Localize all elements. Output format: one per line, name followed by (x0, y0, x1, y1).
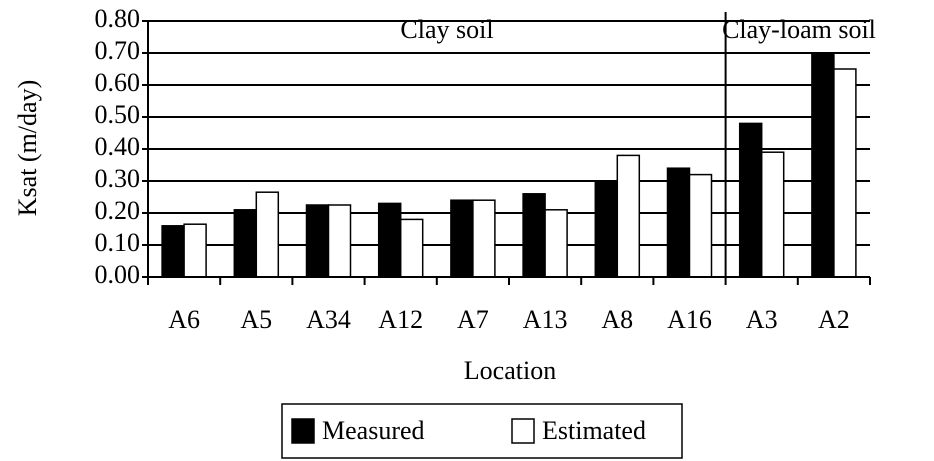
bar (183, 223, 207, 278)
bar (377, 202, 402, 278)
annotation: Clay soil (400, 15, 493, 44)
bar (327, 204, 352, 278)
y-tick-label: 0.00 (95, 260, 141, 289)
x-axis-label: Location (464, 356, 556, 385)
y-tick-label: 0.30 (95, 164, 141, 193)
legend-label: Measured (322, 416, 425, 445)
y-tick-label: 0.80 (95, 4, 141, 33)
bar (666, 167, 691, 278)
legend-swatch (291, 418, 315, 444)
bar (738, 122, 763, 278)
y-tick-label: 0.60 (95, 68, 141, 97)
x-tick-label: A12 (378, 305, 423, 334)
bar (255, 191, 280, 278)
x-tick-label: A34 (306, 305, 351, 334)
y-tick-label: 0.70 (95, 36, 141, 65)
bar (594, 180, 619, 278)
y-tick-label: 0.20 (95, 196, 141, 225)
bar (833, 68, 857, 278)
x-tick-label: A6 (168, 305, 200, 334)
x-tick-label: A3 (746, 305, 778, 334)
annotation: Clay-loam soil (722, 15, 876, 44)
bar (450, 199, 474, 278)
bar (760, 151, 785, 278)
bar (616, 154, 641, 278)
x-tick-label: A8 (601, 305, 633, 334)
bar (472, 199, 496, 278)
legend-label: Estimated (542, 416, 646, 445)
bar (522, 193, 546, 278)
bar (305, 204, 330, 278)
bar (544, 209, 568, 278)
bar (161, 225, 185, 278)
y-tick-label: 0.10 (95, 228, 141, 257)
legend-swatch (511, 418, 535, 444)
legend-box (281, 403, 683, 459)
bar (233, 209, 258, 278)
bar (399, 218, 424, 278)
y-tick-label: 0.50 (95, 100, 141, 129)
x-tick-label: A16 (667, 305, 712, 334)
x-tick-label: A13 (523, 305, 568, 334)
bar (688, 173, 713, 278)
x-tick-label: A2 (818, 305, 850, 334)
x-tick-label: A5 (240, 305, 272, 334)
x-tick-label: A7 (457, 305, 489, 334)
y-axis-label: Ksat (m/day) (13, 80, 42, 216)
y-tick-label: 0.40 (95, 132, 141, 161)
bar (811, 52, 835, 278)
